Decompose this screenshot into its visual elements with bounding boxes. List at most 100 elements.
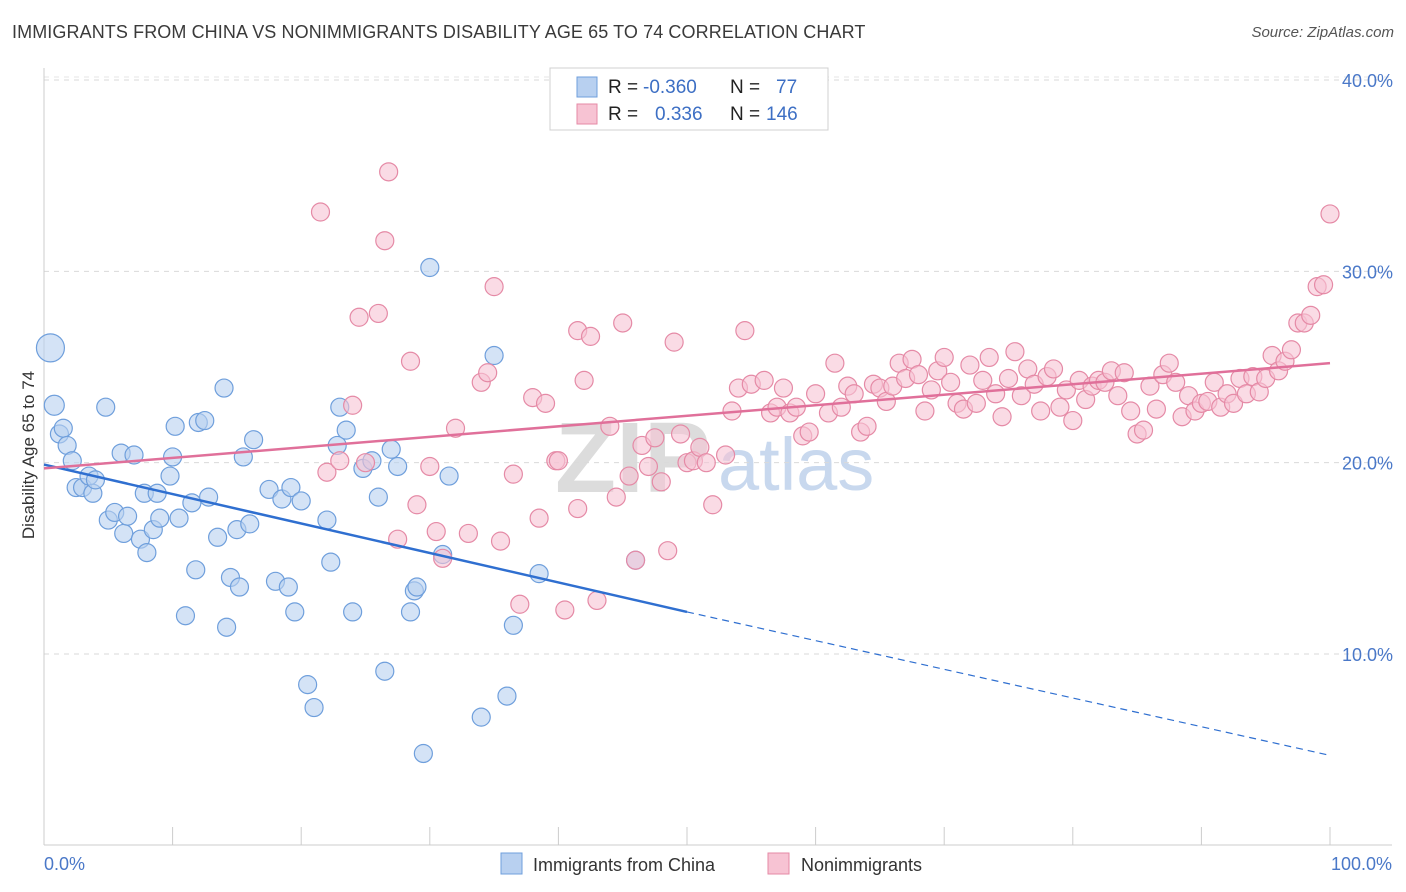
data-point [1114, 363, 1134, 383]
data-point [400, 602, 421, 622]
data-point [670, 424, 691, 444]
data-point [658, 541, 678, 561]
data-point [413, 743, 433, 764]
data-point [458, 523, 478, 544]
data-point [281, 477, 301, 498]
data-point [165, 416, 185, 436]
legend-swatch-nonimmigrants [576, 103, 598, 125]
grid-lines [44, 76, 1392, 655]
legend-r-label-china: R = [608, 77, 638, 98]
data-point [773, 378, 794, 398]
data-point [1005, 342, 1025, 362]
data-point [169, 508, 189, 528]
legend-r-label-nonimmigrants: R = [608, 104, 638, 125]
data-point [825, 353, 845, 373]
data-point [619, 466, 639, 486]
data-point [147, 483, 167, 503]
y-axis-label: Disability Age 65 to 74 [19, 371, 38, 539]
legend: R = -0.360 N = 77 R = 0.336 N = 146 [549, 67, 829, 131]
data-point [355, 453, 376, 473]
y-tick-label: 40.0% [1342, 71, 1393, 91]
data-point [992, 407, 1012, 427]
data-point [484, 345, 504, 366]
data-point [35, 333, 66, 363]
data-point [1146, 399, 1166, 419]
data-point [857, 416, 877, 436]
bottom-legend: Immigrants from China Nonimmigrants [500, 852, 922, 875]
data-point [1121, 401, 1141, 421]
data-point [664, 332, 684, 352]
legend-r-value-china: -0.360 [643, 77, 697, 98]
data-point [388, 456, 408, 477]
data-point [381, 439, 401, 459]
y-tick-label: 20.0% [1342, 454, 1393, 474]
data-point [625, 550, 646, 570]
data-point [1011, 386, 1031, 406]
data-point [298, 675, 318, 695]
bottom-legend-label-china: Immigrants from China [533, 855, 716, 875]
data-point [587, 590, 607, 611]
data-point [638, 456, 659, 477]
data-point [915, 401, 935, 421]
data-point [715, 445, 736, 465]
data-point [368, 303, 388, 324]
data-point [1108, 386, 1128, 406]
data-point [85, 470, 106, 490]
legend-r-value-nonimmigrants: 0.336 [655, 104, 703, 125]
data-point [407, 577, 427, 597]
data-point [330, 451, 350, 471]
axes: 10.0% 20.0% 30.0% 40.0% 0.0% 100.0% [43, 68, 1393, 874]
data-point [1320, 204, 1340, 224]
data-point [285, 602, 305, 622]
data-point [96, 397, 116, 417]
data-point [703, 495, 723, 515]
data-point [497, 686, 517, 706]
series-nonimmigrants [310, 162, 1340, 620]
data-point [696, 453, 716, 473]
data-point [1043, 359, 1064, 379]
data-point [503, 464, 523, 484]
data-point [160, 466, 180, 486]
data-point [973, 370, 993, 390]
legend-n-value-china: 77 [776, 77, 797, 98]
data-point [400, 351, 421, 371]
trend-line [43, 463, 688, 614]
chart-source: Source: ZipAtlas.com [1251, 24, 1394, 41]
data-point [208, 527, 228, 547]
data-point [379, 162, 399, 182]
data-point [484, 277, 504, 297]
data-point [375, 231, 395, 251]
data-point [217, 617, 237, 637]
data-point [214, 378, 234, 398]
data-point [1063, 410, 1083, 431]
data-point [317, 510, 337, 530]
data-point [934, 347, 954, 368]
data-point [941, 372, 961, 392]
data-point [606, 487, 626, 507]
data-point [1166, 372, 1186, 392]
data-point [117, 506, 138, 526]
data-point [304, 697, 324, 718]
data-point [555, 600, 575, 620]
x-tick-label: 100.0% [1331, 854, 1392, 874]
data-point [1281, 340, 1302, 360]
trend-line-extension [686, 611, 1331, 756]
data-point [43, 394, 65, 416]
data-point [490, 531, 511, 551]
data-point [503, 615, 523, 635]
legend-n-label-china: N = [730, 77, 760, 98]
data-point [349, 307, 369, 327]
data-point [831, 397, 851, 417]
data-point [336, 420, 356, 440]
data-point [529, 508, 549, 528]
data-point [407, 495, 427, 515]
data-point [574, 370, 594, 390]
data-point [439, 466, 459, 486]
data-point [754, 370, 774, 390]
data-point [114, 523, 134, 544]
data-point [244, 430, 264, 450]
bottom-legend-swatch-china [500, 852, 523, 875]
data-point [278, 577, 298, 597]
data-point [908, 365, 929, 385]
data-point [645, 428, 665, 448]
